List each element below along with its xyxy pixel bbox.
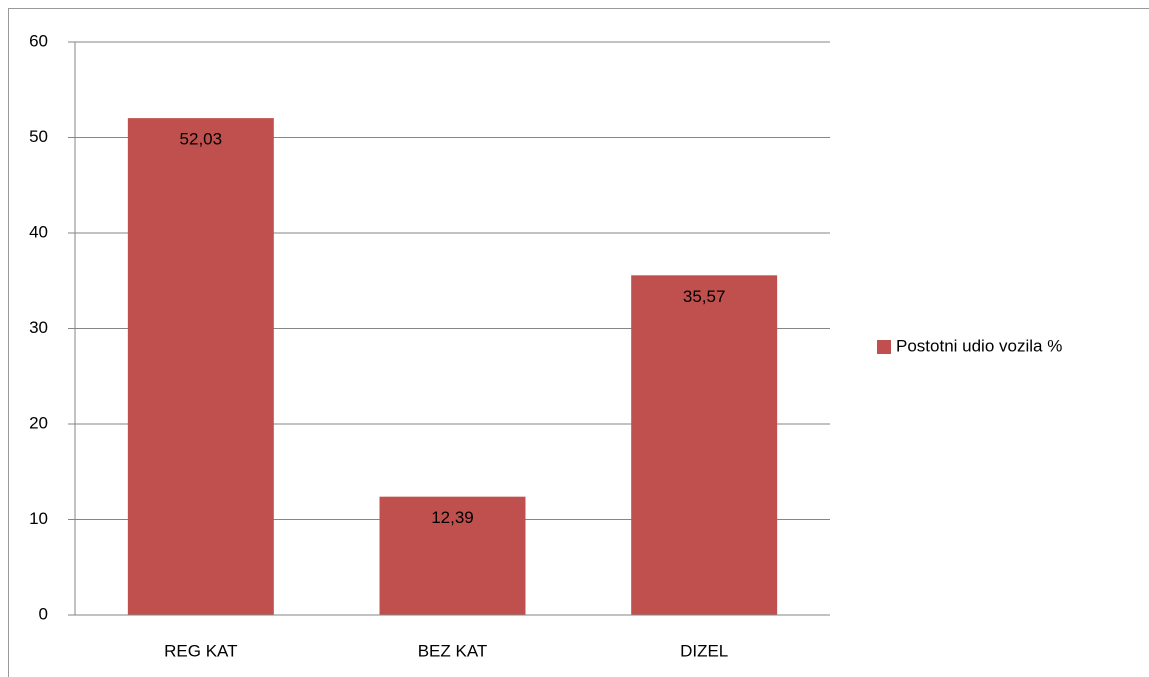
bar: [127, 118, 274, 616]
y-tick-label: 10: [29, 509, 48, 528]
y-tick-label: 30: [29, 318, 48, 337]
bar: [631, 275, 778, 615]
data-label: 35,57: [683, 287, 726, 306]
y-tick-label: 20: [29, 413, 48, 432]
legend-swatch: [877, 340, 891, 354]
chart-border: [8, 8, 1149, 677]
y-tick-label: 60: [29, 31, 48, 50]
legend-label: Postotni udio vozila %: [896, 336, 1062, 355]
data-label: 12,39: [431, 508, 474, 527]
data-label: 52,03: [180, 130, 223, 149]
y-tick-label: 50: [29, 127, 48, 146]
bar: [379, 496, 526, 615]
y-tick-label: 40: [29, 222, 48, 241]
x-tick-label: REG KAT: [164, 641, 237, 660]
y-tick-label: 0: [39, 604, 48, 623]
x-tick-label: DIZEL: [680, 641, 728, 660]
x-tick-label: BEZ KAT: [418, 641, 488, 660]
